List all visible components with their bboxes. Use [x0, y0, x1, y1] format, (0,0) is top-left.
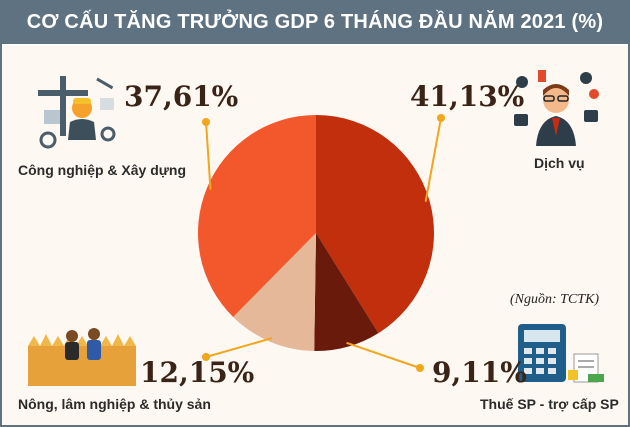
leader-services	[424, 117, 442, 202]
agriculture-label: Nông, lâm nghiệp & thủy sản	[18, 396, 211, 412]
industry-percentage: 37,61%	[124, 80, 239, 113]
agriculture-percentage: 12,15%	[140, 356, 255, 389]
leader-agriculture	[205, 337, 273, 358]
factory-worker-icon	[38, 76, 116, 149]
header-bar: CƠ CẤU TĂNG TRƯỞNG GDP 6 THÁNG ĐẦU NĂM 2…	[0, 0, 630, 44]
calculator-taxes-icon	[518, 324, 604, 383]
leader-taxes-dot	[416, 364, 424, 372]
farmers-icon	[28, 328, 136, 386]
chart-title: CƠ CẤU TĂNG TRƯỞNG GDP 6 THÁNG ĐẦU NĂM 2…	[26, 11, 604, 33]
taxes-percentage: 9,11%	[432, 356, 527, 389]
pie-slice-taxes	[314, 233, 379, 351]
leader-industry	[205, 121, 212, 190]
pie-slice-agriculture	[233, 233, 316, 351]
pie-slice-industry	[198, 114, 316, 318]
leader-industry-dot	[202, 118, 210, 126]
services-percentage: 41,13%	[410, 80, 525, 113]
pie-slice-services	[316, 115, 434, 334]
leader-services-dot	[437, 114, 445, 122]
services-label: Dịch vụ	[534, 155, 585, 171]
leader-taxes	[346, 341, 421, 369]
office-worker-icon	[514, 70, 599, 146]
taxes-label: Thuế SP - trợ cấp SP	[480, 396, 619, 412]
industry-label: Công nghiệp & Xây dựng	[18, 162, 187, 178]
source-note: (Nguồn: TCTK)	[510, 292, 600, 307]
leader-agriculture-dot	[202, 353, 210, 361]
